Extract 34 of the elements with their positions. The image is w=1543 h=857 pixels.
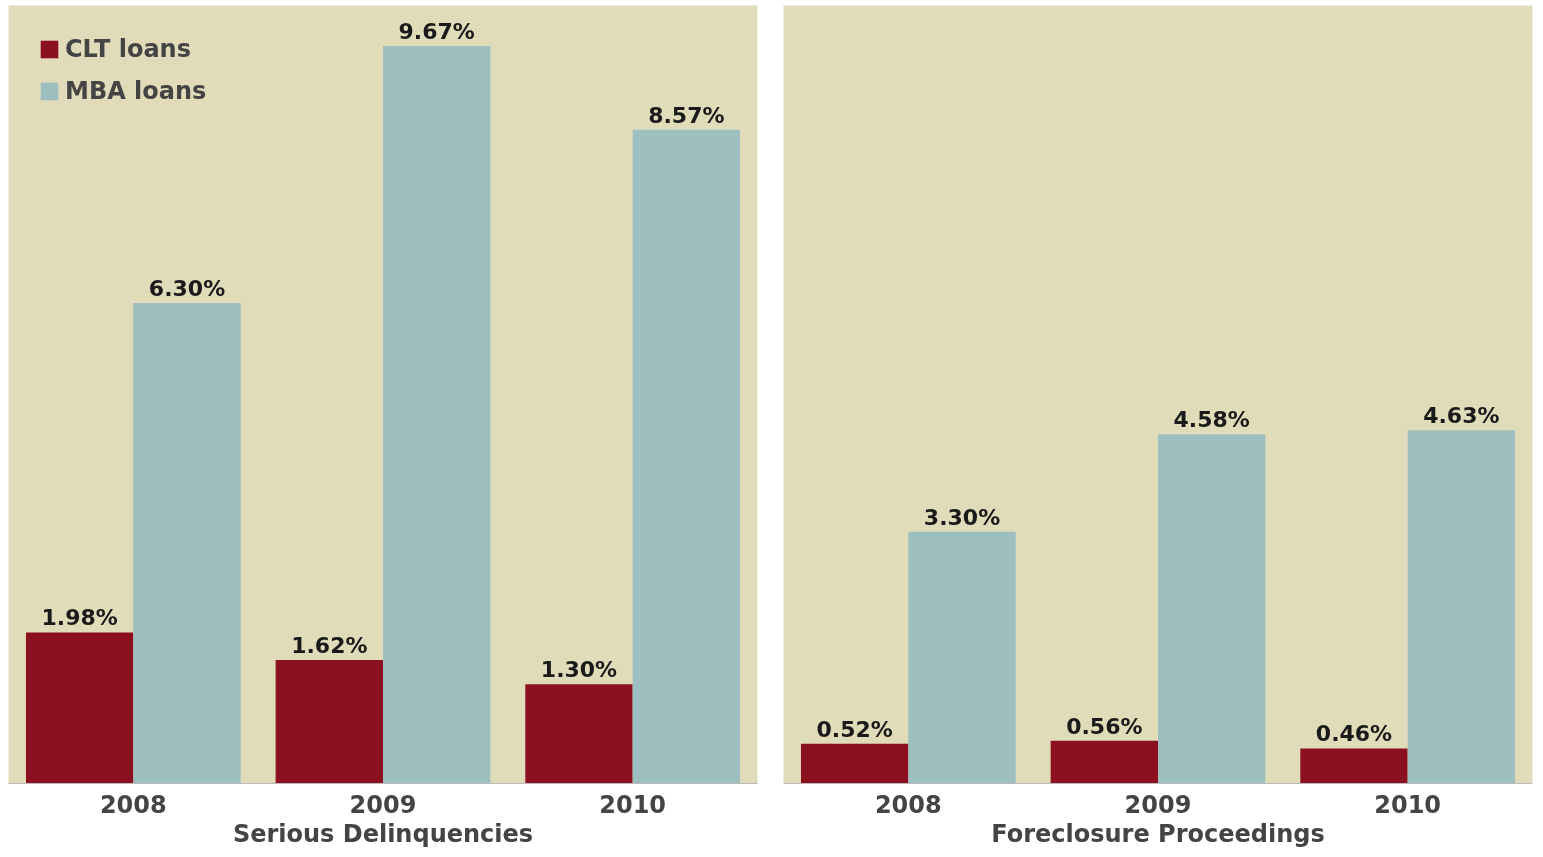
x-tick-label: 2009 xyxy=(1124,790,1192,819)
bar xyxy=(1158,434,1266,784)
x-axis-title: Serious Delinquencies xyxy=(232,819,534,848)
bar xyxy=(1407,430,1516,784)
bar xyxy=(800,743,909,784)
data-label: 0.56% xyxy=(1066,713,1143,739)
data-label: 1.98% xyxy=(41,605,118,631)
x-tick-label: 2009 xyxy=(349,790,417,819)
data-label: 0.52% xyxy=(816,716,893,742)
data-label: 4.63% xyxy=(1423,403,1500,429)
x-tick-label: 2010 xyxy=(599,790,667,819)
bar xyxy=(1050,740,1158,784)
legend-label: CLT loans xyxy=(65,35,191,63)
x-tick-label: 2008 xyxy=(874,790,942,819)
bar xyxy=(632,129,741,784)
x-axis-title: Foreclosure Proceedings xyxy=(991,819,1325,848)
bar xyxy=(25,632,134,784)
bar xyxy=(383,45,491,784)
bar xyxy=(1300,748,1408,784)
data-label: 1.62% xyxy=(291,632,368,658)
data-label: 4.58% xyxy=(1173,407,1250,433)
x-tick-label: 2008 xyxy=(99,790,167,819)
bar xyxy=(275,659,383,784)
data-label: 1.30% xyxy=(540,657,618,683)
data-label: 6.30% xyxy=(148,275,226,301)
data-label: 0.46% xyxy=(1315,721,1393,747)
bar xyxy=(525,684,633,784)
data-label: 3.30% xyxy=(923,504,1001,530)
bar xyxy=(133,302,241,784)
data-label: 9.67% xyxy=(398,18,475,44)
legend-label: MBA loans xyxy=(65,77,207,105)
x-tick-label: 2010 xyxy=(1374,790,1442,819)
data-label: 8.57% xyxy=(648,102,725,128)
bar xyxy=(908,531,1016,784)
